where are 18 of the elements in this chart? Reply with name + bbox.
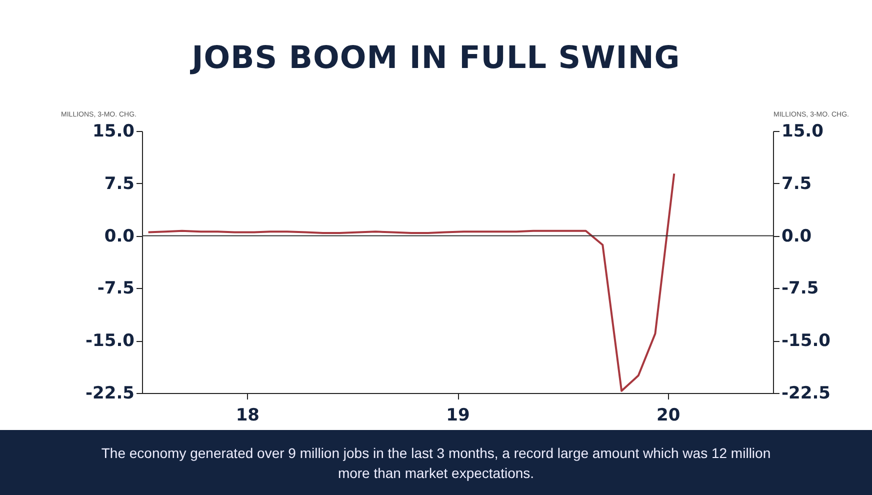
y2-tick-label: -22.5 (782, 384, 830, 404)
x-tick-label: 19 (446, 406, 470, 426)
chart-title: JOBS BOOM IN FULL SWING (189, 40, 682, 76)
y2-tick-label: -7.5 (782, 278, 819, 299)
y-tick-label: 7.5 (104, 174, 134, 194)
y2-tick-label: 7.5 (782, 174, 812, 194)
y2-tick-label: -15.0 (782, 331, 831, 352)
y-tick-label: 0.0 (104, 226, 135, 246)
y-tick-label: -22.5 (86, 384, 134, 404)
text: The economy generated over 9 million jobs in the last 3 months, a record large amount which was 12 million more than market expectations. (0, 430, 872, 495)
y2-tick-label: 0.0 (782, 226, 812, 246)
line-series (147, 172, 676, 392)
y-tick-label: 15.0 (92, 122, 135, 142)
y-tick-label: -15.0 (86, 331, 135, 352)
y2-tick-label: 15.0 (782, 122, 824, 142)
y-tick-label: -7.5 (97, 278, 134, 299)
x-tick-label: 18 (236, 406, 260, 426)
x-tick-label: 20 (656, 406, 680, 426)
